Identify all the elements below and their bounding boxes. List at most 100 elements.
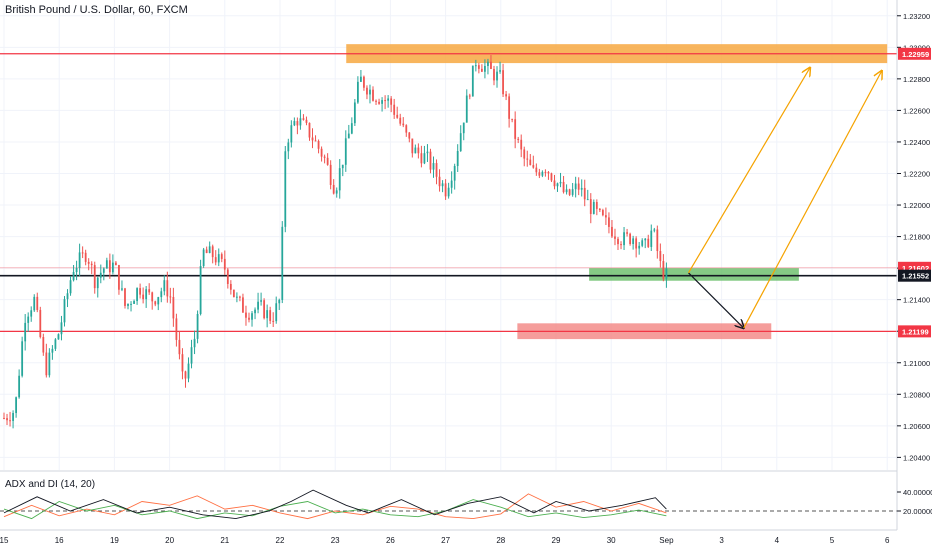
price-label-text: 1.22959 xyxy=(902,50,929,59)
price-tick-label: 1.22600 xyxy=(903,106,930,115)
price-tick-label: 1.20600 xyxy=(903,422,930,431)
projection-arrow-2[interactable] xyxy=(743,71,882,329)
price-tick-label: 1.23200 xyxy=(903,12,930,21)
candle-body xyxy=(526,158,529,160)
candle-body xyxy=(344,138,347,165)
candle-body xyxy=(187,363,190,379)
candle-body xyxy=(235,296,238,298)
candle-body xyxy=(447,187,450,197)
candle-body xyxy=(169,296,172,298)
axis-corner[interactable] xyxy=(897,530,932,550)
candle-body xyxy=(474,65,477,67)
candle-body xyxy=(589,199,592,214)
candle-body xyxy=(84,252,87,262)
price-tick-label: 1.20800 xyxy=(903,390,930,399)
candle-body xyxy=(614,236,616,239)
projection-arrow-1[interactable] xyxy=(687,68,809,274)
price-tick-label: 1.22200 xyxy=(903,169,930,178)
price-tick-label: 1.22800 xyxy=(903,75,930,84)
candle-body xyxy=(559,181,562,184)
price-tick-label: 1.21000 xyxy=(903,359,930,368)
candle-body xyxy=(611,226,613,237)
candle-body xyxy=(565,189,568,193)
candle-body xyxy=(6,418,8,421)
time-label: 26 xyxy=(386,536,395,545)
candle-body xyxy=(363,76,365,88)
candle-body xyxy=(208,246,211,253)
time-label: 5 xyxy=(830,536,835,545)
price-label-badge[interactable] xyxy=(898,47,931,60)
candle-body xyxy=(178,339,181,355)
candle-body xyxy=(308,122,311,138)
candle-body xyxy=(157,297,160,305)
candle-body xyxy=(387,98,390,101)
candle-body xyxy=(196,313,199,339)
candle-body xyxy=(571,189,574,195)
candle-body xyxy=(175,318,178,340)
adx-line xyxy=(3,489,667,520)
candle-body xyxy=(181,354,184,372)
candle-body xyxy=(568,189,571,195)
candle-body xyxy=(160,291,163,298)
candle-body xyxy=(532,165,535,168)
candle-body xyxy=(223,258,226,270)
candle-body xyxy=(75,267,78,273)
time-label: 27 xyxy=(441,536,450,545)
candle-body xyxy=(471,65,474,97)
candle-body xyxy=(505,94,507,97)
candle-body xyxy=(468,95,471,97)
candle-body xyxy=(514,119,517,139)
time-label: 3 xyxy=(719,536,724,545)
candle-body xyxy=(644,238,647,241)
candle-body xyxy=(121,288,123,290)
candle-body xyxy=(148,289,151,293)
candle-body xyxy=(130,303,132,305)
candle-body xyxy=(580,187,583,190)
time-label: 16 xyxy=(55,536,64,545)
candle-body xyxy=(127,303,129,306)
price-tick-label: 1.22000 xyxy=(903,201,930,210)
zones[interactable] xyxy=(346,44,888,340)
candle-body xyxy=(136,288,138,302)
candle-body xyxy=(33,296,36,311)
horizontal-lines[interactable] xyxy=(0,53,897,332)
candle-body xyxy=(605,215,607,218)
candle-body xyxy=(635,238,638,249)
candle-body xyxy=(496,71,498,81)
price-label-text: 1.21552 xyxy=(902,272,929,281)
price-label-badge[interactable] xyxy=(898,269,931,282)
candle-body xyxy=(592,202,595,214)
candle-body xyxy=(659,251,662,262)
candle-body xyxy=(499,70,501,72)
candle-body xyxy=(263,300,266,319)
candle-body xyxy=(432,163,435,170)
di-minus-line xyxy=(3,493,667,520)
candle-body xyxy=(574,183,577,190)
time-label: 22 xyxy=(276,536,285,545)
candle-body xyxy=(665,268,668,279)
candle-body xyxy=(550,173,553,181)
candle-body xyxy=(420,153,423,164)
candle-body xyxy=(450,180,453,188)
projections[interactable] xyxy=(687,68,882,329)
candle-body xyxy=(154,301,157,305)
price-label-badge[interactable] xyxy=(898,325,931,338)
candle-body xyxy=(278,299,281,304)
candle-body xyxy=(435,163,438,177)
candle-body xyxy=(538,172,541,176)
candle-body xyxy=(220,254,223,259)
projection-arrow-0[interactable] xyxy=(688,272,743,328)
candle-body xyxy=(647,238,650,247)
candle-body xyxy=(523,149,526,159)
demand-zone[interactable] xyxy=(589,268,799,281)
candle-body xyxy=(63,299,66,323)
candle-body xyxy=(163,280,166,292)
candle-body xyxy=(617,238,619,245)
time-axis[interactable] xyxy=(0,530,897,550)
candle-body xyxy=(553,180,556,187)
candle-body xyxy=(9,420,11,422)
candle-body xyxy=(384,100,387,102)
